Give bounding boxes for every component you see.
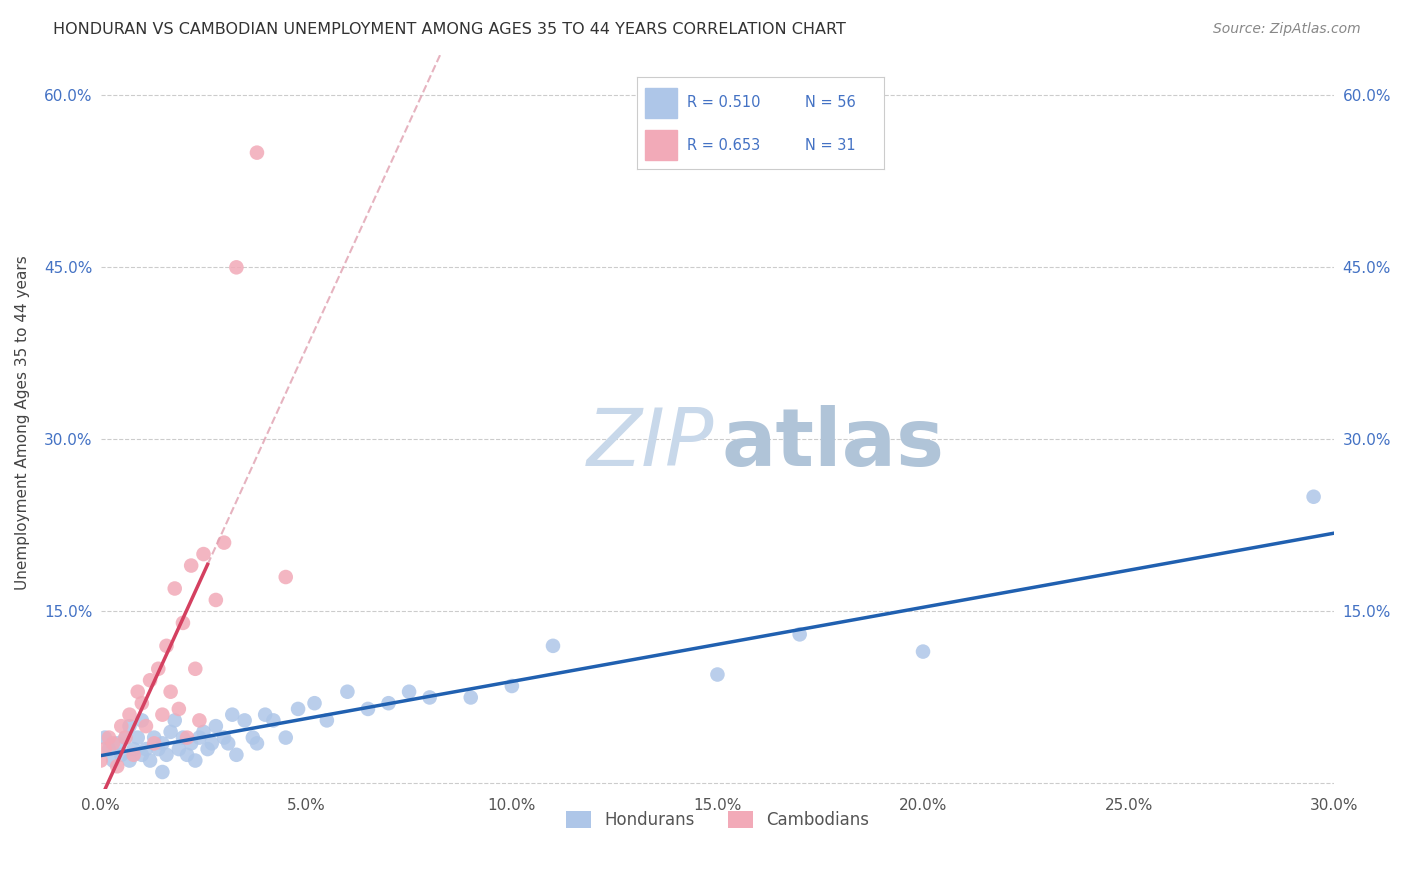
Point bbox=[233, 714, 256, 728]
Point bbox=[97, 731, 120, 745]
Point bbox=[118, 707, 141, 722]
Point bbox=[155, 747, 177, 762]
Point bbox=[201, 736, 224, 750]
Point bbox=[180, 736, 202, 750]
Point bbox=[127, 684, 149, 698]
Point bbox=[152, 707, 174, 722]
Point bbox=[105, 759, 128, 773]
Legend: Hondurans, Cambodians: Hondurans, Cambodians bbox=[560, 805, 876, 836]
Point bbox=[315, 714, 337, 728]
Point bbox=[501, 679, 523, 693]
Point bbox=[180, 558, 202, 573]
Point bbox=[221, 707, 243, 722]
Point bbox=[159, 684, 181, 698]
Point bbox=[304, 696, 326, 710]
Point bbox=[110, 747, 132, 762]
Point bbox=[143, 731, 166, 745]
Point bbox=[225, 747, 247, 762]
Point bbox=[110, 719, 132, 733]
Point bbox=[217, 736, 239, 750]
Point bbox=[193, 547, 215, 561]
Point bbox=[101, 736, 124, 750]
Point bbox=[131, 747, 153, 762]
Point bbox=[97, 742, 120, 756]
Point bbox=[94, 731, 117, 745]
Point bbox=[184, 662, 207, 676]
Point bbox=[148, 742, 170, 756]
Point bbox=[789, 627, 811, 641]
Point bbox=[143, 736, 166, 750]
Point bbox=[167, 742, 190, 756]
Point bbox=[246, 736, 269, 750]
Point bbox=[193, 724, 215, 739]
Point bbox=[460, 690, 482, 705]
Point bbox=[101, 754, 124, 768]
Point bbox=[246, 145, 269, 160]
Point bbox=[225, 260, 247, 275]
Point bbox=[911, 644, 934, 658]
Point bbox=[357, 702, 380, 716]
Point bbox=[131, 714, 153, 728]
Point bbox=[1302, 490, 1324, 504]
Point bbox=[139, 673, 162, 688]
Text: atlas: atlas bbox=[721, 405, 945, 483]
Point bbox=[184, 754, 207, 768]
Point bbox=[212, 731, 235, 745]
Point bbox=[212, 535, 235, 549]
Point bbox=[155, 639, 177, 653]
Point bbox=[205, 719, 228, 733]
Point bbox=[152, 736, 174, 750]
Text: ZIP: ZIP bbox=[586, 405, 714, 483]
Point bbox=[176, 731, 198, 745]
Point bbox=[398, 684, 420, 698]
Point bbox=[118, 754, 141, 768]
Point bbox=[90, 754, 112, 768]
Point bbox=[94, 742, 117, 756]
Point bbox=[377, 696, 399, 710]
Point bbox=[167, 702, 190, 716]
Point bbox=[135, 742, 157, 756]
Point bbox=[127, 731, 149, 745]
Point bbox=[706, 667, 728, 681]
Point bbox=[242, 731, 264, 745]
Point bbox=[152, 764, 174, 779]
Point bbox=[105, 736, 128, 750]
Point bbox=[254, 707, 277, 722]
Point bbox=[262, 714, 284, 728]
Point bbox=[197, 742, 219, 756]
Point bbox=[114, 731, 136, 745]
Point bbox=[176, 747, 198, 762]
Point bbox=[135, 719, 157, 733]
Point bbox=[188, 731, 211, 745]
Point bbox=[114, 731, 136, 745]
Point bbox=[274, 570, 297, 584]
Point bbox=[287, 702, 309, 716]
Text: Source: ZipAtlas.com: Source: ZipAtlas.com bbox=[1213, 22, 1361, 37]
Point bbox=[419, 690, 441, 705]
Point bbox=[188, 714, 211, 728]
Text: HONDURAN VS CAMBODIAN UNEMPLOYMENT AMONG AGES 35 TO 44 YEARS CORRELATION CHART: HONDURAN VS CAMBODIAN UNEMPLOYMENT AMONG… bbox=[53, 22, 846, 37]
Point bbox=[163, 582, 186, 596]
Point bbox=[541, 639, 564, 653]
Point bbox=[139, 754, 162, 768]
Point bbox=[172, 731, 194, 745]
Point bbox=[159, 724, 181, 739]
Point bbox=[163, 714, 186, 728]
Point bbox=[122, 742, 145, 756]
Point bbox=[122, 747, 145, 762]
Point bbox=[336, 684, 359, 698]
Y-axis label: Unemployment Among Ages 35 to 44 years: Unemployment Among Ages 35 to 44 years bbox=[15, 255, 30, 590]
Point bbox=[118, 719, 141, 733]
Point bbox=[172, 615, 194, 630]
Point bbox=[274, 731, 297, 745]
Point bbox=[205, 593, 228, 607]
Point bbox=[131, 696, 153, 710]
Point bbox=[148, 662, 170, 676]
